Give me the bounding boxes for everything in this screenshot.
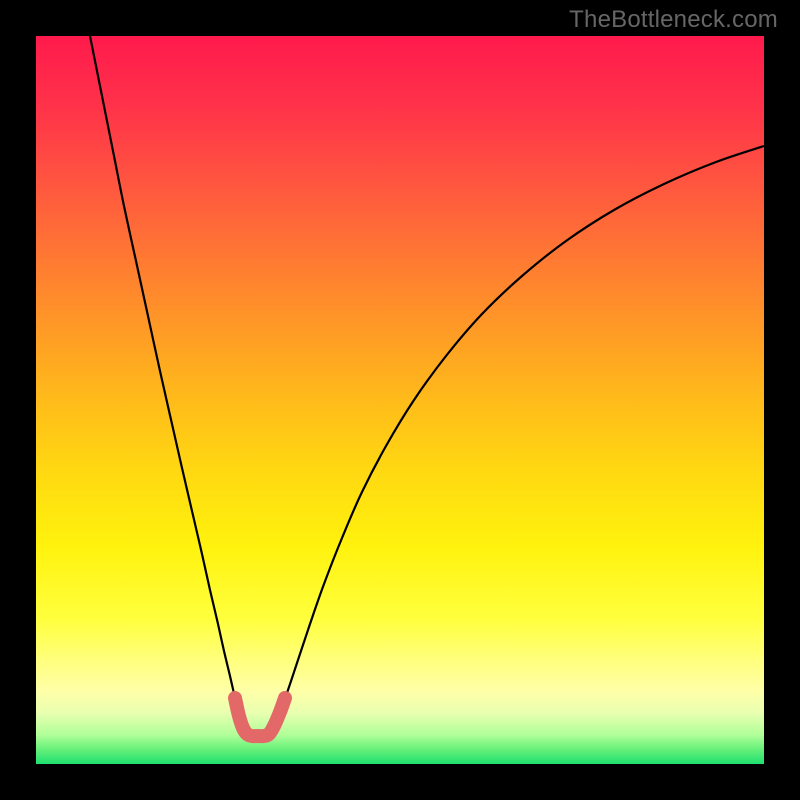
- watermark: TheBottleneck.com: [569, 6, 778, 34]
- plot-frame: [36, 36, 764, 764]
- bottleneck-curve: [90, 36, 764, 736]
- bottleneck-highlight: [235, 698, 285, 736]
- curve-layer: [36, 36, 764, 764]
